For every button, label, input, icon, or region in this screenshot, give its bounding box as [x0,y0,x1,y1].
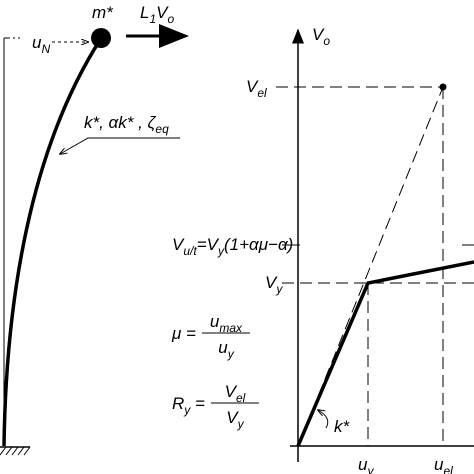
v-ult-label-text: V [172,235,185,254]
u-el-label-subscript: el [443,464,453,474]
v-ult-label-text: =V [197,235,220,254]
y-axis-label-subscript: o [323,34,330,48]
u-el-label-text: u [434,455,444,474]
v-y-label-subscript: y [275,282,283,296]
mass-label-text: m* [92,3,114,22]
force-label-subscript: o [168,12,175,26]
ground-hatch [0,446,31,456]
mass [91,28,111,48]
u-el-label: uel​ [434,455,453,474]
ductility-lhs-text: μ = [171,324,196,343]
stiffness-label-text: k* [334,417,351,436]
v-ult-label-subscript: u/t [183,244,197,258]
reduction-lhs-text: R [172,394,184,413]
force-label-text: L [140,3,149,22]
stiffness-label: k* [334,417,351,436]
ductility-denominator-subscript: y [227,347,235,361]
y-axis-label-text: V [312,25,325,44]
reduction-denominator: Vy​ [226,408,244,431]
u-y-label-subscript: y [366,464,374,474]
stiffness-arc [318,410,329,429]
v-ult-label-subscript: y [217,244,225,258]
ductility-numerator: umax​ [210,312,243,335]
v-el-label-text: V [246,77,259,96]
reduction-lhs: Ry​ = [172,394,205,417]
reduction-numerator-text: V [225,382,238,401]
v-el-label: Vel​ [246,77,267,100]
bilinear-curve [296,260,474,447]
u-y-label: uy​ [358,455,374,474]
reduction-denominator-text: V [226,408,239,427]
v-ult-label-text: (1+αμ−α) [224,235,293,254]
v-y-label-text: V [265,273,278,292]
force-label: L1​Vo​ [140,3,175,26]
ductility-denominator: uy​ [218,338,234,361]
v-el-label-subscript: el [257,86,267,100]
u-y-label-text: u [358,455,368,474]
reduction-numerator: Vel​ [225,382,246,405]
force-label-subscript: 1 [149,12,156,26]
properties-label: k*, αk* , ζeq​ [84,113,169,136]
properties-label-text: k*, αk* , ζ [84,113,157,132]
leader-line [60,137,180,154]
reduction-lhs-text: = [190,394,205,413]
elastic-point [439,83,447,91]
v-y-label: Vy​ [265,273,283,296]
reduction-numerator-subscript: el [236,391,246,405]
deformed-column [2,39,102,447]
v-ult-label: Vu/t​=Vy​(1+αμ−α) [172,235,293,258]
force-label-text: V [156,3,169,22]
reduction-lhs-subscript: y [183,403,191,417]
displacement-label: uN​ [32,33,50,56]
capacity-diagram [276,28,474,462]
ductility-lhs: μ = [171,324,196,343]
ductility-denominator-text: u [218,338,228,357]
ductility-numerator-subscript: max [219,321,243,335]
column-model [0,24,189,456]
reduction-denominator-subscript: y [237,417,245,431]
labels: m* L1​Vo​ uN​ k*, αk* , ζeq​ Vo​ Vel​ Vu/t​=Vy… [32,3,453,474]
ductility-numerator-text: u [210,312,220,331]
displacement-label-subscript: N [41,42,50,56]
mass-label: m* [92,3,114,22]
displacement-label-text: u [32,33,42,52]
y-axis-label: Vo​ [312,25,330,48]
properties-label-subscript: eq [155,122,169,136]
